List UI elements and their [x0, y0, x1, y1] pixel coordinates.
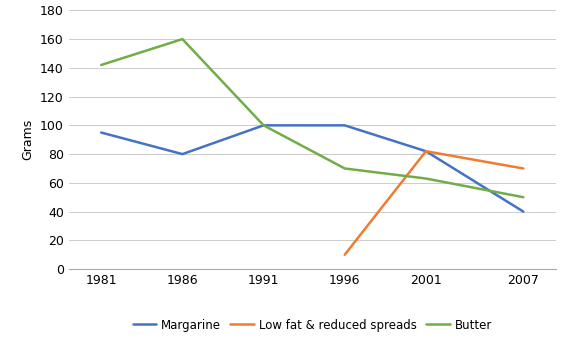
- Y-axis label: Grams: Grams: [21, 119, 34, 160]
- Butter: [98, 63, 105, 67]
- Butter: [520, 195, 527, 199]
- Line: Butter: Butter: [101, 39, 523, 197]
- Margarine: [422, 149, 429, 153]
- Low fat & reduced spreads: [520, 166, 527, 170]
- Legend: Margarine, Low fat & reduced spreads, Butter: Margarine, Low fat & reduced spreads, Bu…: [128, 314, 497, 336]
- Margarine: [179, 152, 186, 156]
- Margarine: [342, 123, 348, 127]
- Butter: [260, 123, 267, 127]
- Margarine: [260, 123, 267, 127]
- Margarine: [98, 130, 105, 135]
- Butter: [422, 177, 429, 181]
- Line: Margarine: Margarine: [101, 125, 523, 211]
- Butter: [342, 166, 348, 170]
- Butter: [179, 37, 186, 41]
- Low fat & reduced spreads: [422, 149, 429, 153]
- Line: Low fat & reduced spreads: Low fat & reduced spreads: [345, 151, 523, 255]
- Margarine: [520, 209, 527, 214]
- Low fat & reduced spreads: [342, 253, 348, 257]
